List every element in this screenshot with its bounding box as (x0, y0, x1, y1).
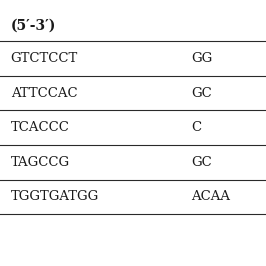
Text: ATTCCAC: ATTCCAC (11, 87, 77, 99)
Text: TGGTGATGG: TGGTGATGG (11, 190, 99, 203)
Text: TAGCCG: TAGCCG (11, 156, 70, 169)
Text: GG: GG (192, 52, 213, 65)
Text: C: C (192, 121, 202, 134)
Text: TCACCC: TCACCC (11, 121, 69, 134)
Text: GTCTCCT: GTCTCCT (11, 52, 78, 65)
Text: GC: GC (192, 87, 212, 99)
Text: (5′-3′): (5′-3′) (11, 19, 56, 33)
Text: GC: GC (192, 156, 212, 169)
Text: ACAA: ACAA (192, 190, 231, 203)
